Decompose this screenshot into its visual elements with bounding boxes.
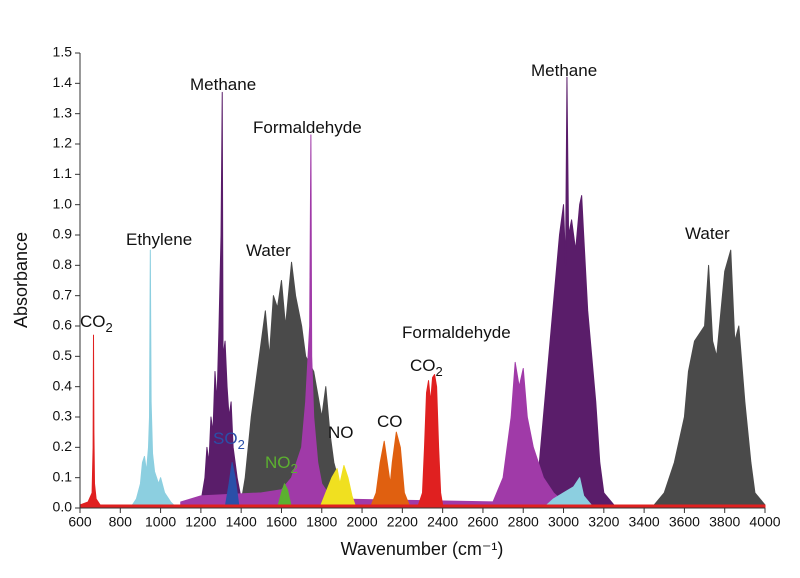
x-axis-title: Wavenumber (cm⁻¹) (341, 539, 504, 559)
annotation-text: Methane (190, 75, 256, 94)
x-tick-label: 4000 (749, 514, 780, 530)
x-tick-label: 2400 (427, 514, 458, 530)
annotation-text: NO (328, 423, 354, 442)
x-tick-label: 2000 (346, 514, 377, 530)
spectrum (129, 249, 595, 509)
y-tick-label: 0.9 (53, 226, 73, 242)
x-tick-label: 3800 (709, 514, 740, 530)
annotation-text: NO (265, 453, 291, 472)
x-tick-label: 3600 (669, 514, 700, 530)
x-tick-label: 800 (109, 514, 133, 530)
annotation: Methane (190, 75, 256, 94)
annotation: Ethylene (126, 230, 192, 249)
spectrum (79, 334, 766, 509)
y-tick-label: 1.0 (53, 195, 73, 211)
y-tick-label: 0.3 (53, 408, 73, 424)
x-tick-label: 600 (68, 514, 92, 530)
x-tick-label: 3200 (588, 514, 619, 530)
annotation: Water (685, 224, 730, 243)
annotation-text: SO (213, 429, 238, 448)
y-axis-title: Absorbance (11, 232, 31, 328)
y-tick-label: 1.5 (53, 44, 73, 60)
y-tick-label: 0.5 (53, 347, 73, 363)
y-tick-label: 1.4 (53, 74, 73, 90)
annotation: Formaldehyde (253, 118, 362, 137)
x-tick-label: 1800 (306, 514, 337, 530)
y-tick-label: 0.6 (53, 317, 73, 333)
y-tick-label: 0.8 (53, 256, 73, 272)
annotation: Formaldehyde (402, 323, 511, 342)
annotation: CO2 (410, 356, 443, 379)
y-tick-label: 0.1 (53, 468, 73, 484)
annotation-text: Ethylene (126, 230, 192, 249)
x-tick-label: 1200 (185, 514, 216, 530)
annotation: CO (377, 412, 403, 431)
y-tick-label: 1.3 (53, 104, 73, 120)
annotation-text: Formaldehyde (402, 323, 511, 342)
annotation-text: Methane (531, 61, 597, 80)
annotation: SO2 (213, 429, 245, 452)
annotation-text: CO (410, 356, 436, 375)
annotation: Water (246, 241, 291, 260)
annotation-subscript: 2 (436, 364, 443, 379)
y-tick-label: 0.2 (53, 438, 73, 454)
annotation-text: Formaldehyde (253, 118, 362, 137)
annotation-text: CO (80, 312, 106, 331)
annotation-subscript: 2 (106, 320, 113, 335)
spectrum (369, 431, 411, 509)
annotation-text: Water (685, 224, 730, 243)
x-tick-label: 3000 (548, 514, 579, 530)
y-tick-label: 0.0 (53, 499, 73, 515)
annotation: Methane (531, 61, 597, 80)
x-tick-label: 2200 (387, 514, 418, 530)
x-tick-label: 2800 (508, 514, 539, 530)
x-tick-label: 1400 (226, 514, 257, 530)
annotation: NO2 (265, 453, 298, 476)
annotation-subscript: 2 (238, 437, 245, 452)
annotation: CO2 (80, 312, 113, 335)
x-tick-label: 2600 (467, 514, 498, 530)
y-tick-label: 0.7 (53, 286, 73, 302)
spectrum (240, 249, 766, 509)
annotation: NO (328, 423, 354, 442)
annotation-text: Water (246, 241, 291, 260)
x-tick-label: 1000 (145, 514, 176, 530)
annotation-subscript: 2 (291, 461, 298, 476)
y-tick-label: 1.1 (53, 165, 73, 181)
x-tick-label: 3400 (629, 514, 660, 530)
y-tick-label: 1.2 (53, 135, 73, 151)
annotation-text: CO (377, 412, 403, 431)
y-tick-label: 0.4 (53, 377, 73, 393)
x-tick-label: 1600 (266, 514, 297, 530)
